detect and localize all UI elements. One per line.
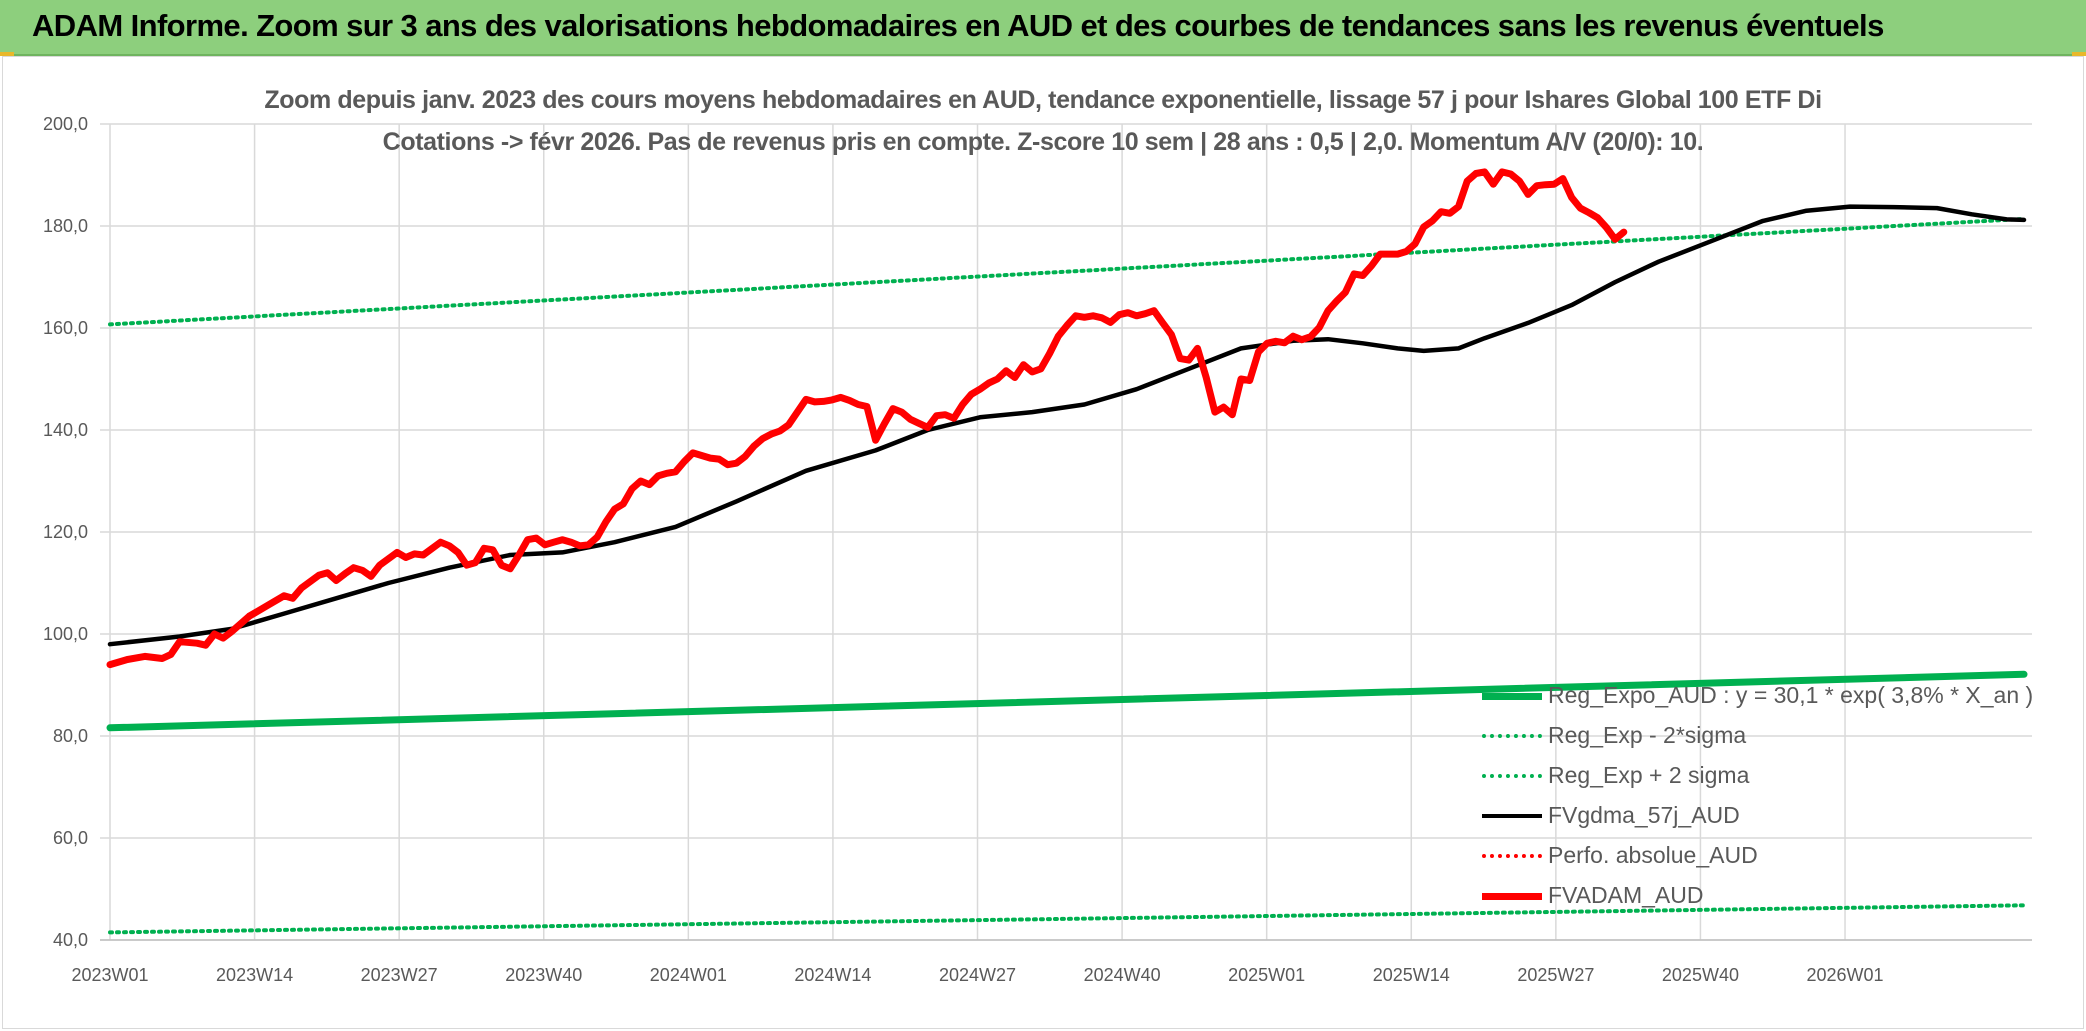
x-tick-label: 2024W27	[939, 965, 1016, 985]
legend-item: Perfo. absolue_AUD	[1482, 836, 2022, 876]
y-tick-label: 180,0	[43, 216, 88, 236]
x-tick-label: 2023W01	[71, 965, 148, 985]
legend-item: Reg_Exp + 2 sigma	[1482, 756, 2022, 796]
legend-swatch	[1482, 774, 1542, 778]
x-tick-label: 2025W14	[1373, 965, 1450, 985]
series-line-reg-expo-aud	[106, 670, 2028, 732]
x-tick-label: 2025W27	[1517, 965, 1594, 985]
banner: ADAM Informe. Zoom sur 3 ans des valoris…	[0, 0, 2086, 56]
y-tick-label: 40,0	[53, 930, 88, 950]
legend-item: FVgdma_57j_AUD	[1482, 796, 2022, 836]
y-tick-label: 120,0	[43, 522, 88, 542]
x-tick-label: 2023W40	[505, 965, 582, 985]
y-tick-label: 100,0	[43, 624, 88, 644]
banner-title: ADAM Informe. Zoom sur 3 ans des valoris…	[32, 8, 1884, 43]
corner-mark-left	[0, 52, 14, 56]
legend-item: Reg_Exp - 2*sigma	[1482, 716, 2022, 756]
y-tick-label: 80,0	[53, 726, 88, 746]
x-tick-label: 2023W14	[216, 965, 293, 985]
x-tick-label: 2026W01	[1806, 965, 1883, 985]
x-tick-label: 2024W01	[650, 965, 727, 985]
legend-item: Reg_Expo_AUD : y = 30,1 * exp( 3,8% * X_…	[1482, 676, 2033, 716]
x-tick-label: 2023W27	[361, 965, 438, 985]
legend-swatch	[1482, 813, 1542, 818]
x-tick-label: 2024W40	[1084, 965, 1161, 985]
chart-legend: Reg_Expo_AUD : y = 30,1 * exp( 3,8% * X_…	[1482, 676, 2033, 916]
legend-label: Reg_Exp - 2*sigma	[1548, 722, 1747, 748]
x-tick-label: 2025W01	[1228, 965, 1305, 985]
series-line-reg-exp-2	[108, 903, 2026, 935]
legend-label: Reg_Expo_AUD : y = 30,1 * exp( 3,8% * X_…	[1548, 682, 2034, 708]
chart-area	[2, 56, 2084, 1029]
chart-title-line-1: Zoom depuis janv. 2023 des cours moyens …	[264, 86, 1822, 114]
series-line-fvadam-aud	[106, 168, 1628, 669]
legend-label: FVgdma_57j_AUD	[1548, 802, 1740, 828]
corner-mark-right	[2072, 52, 2086, 56]
series-line-fvgdma-57j-aud	[107, 204, 2027, 647]
x-tick-label: 2024W14	[794, 965, 871, 985]
x-tick-label: 2025W40	[1662, 965, 1739, 985]
legend-swatch	[1482, 692, 1542, 700]
legend-label: FVADAM_AUD	[1548, 882, 1704, 908]
legend-item: FVADAM_AUD	[1482, 876, 2022, 916]
y-tick-label: 140,0	[43, 420, 88, 440]
series-line-reg-exp-2	[108, 216, 2026, 327]
y-tick-label: 160,0	[43, 318, 88, 338]
legend-swatch	[1482, 892, 1542, 900]
legend-label: Reg_Exp + 2 sigma	[1548, 762, 1750, 788]
legend-label: Perfo. absolue_AUD	[1548, 842, 1758, 868]
y-tick-label: 200,0	[43, 114, 88, 134]
y-tick-label: 60,0	[53, 828, 88, 848]
chart-title-line-2: Cotations -> févr 2026. Pas de revenus p…	[382, 128, 1704, 156]
legend-swatch	[1482, 854, 1542, 858]
legend-swatch	[1482, 734, 1542, 738]
